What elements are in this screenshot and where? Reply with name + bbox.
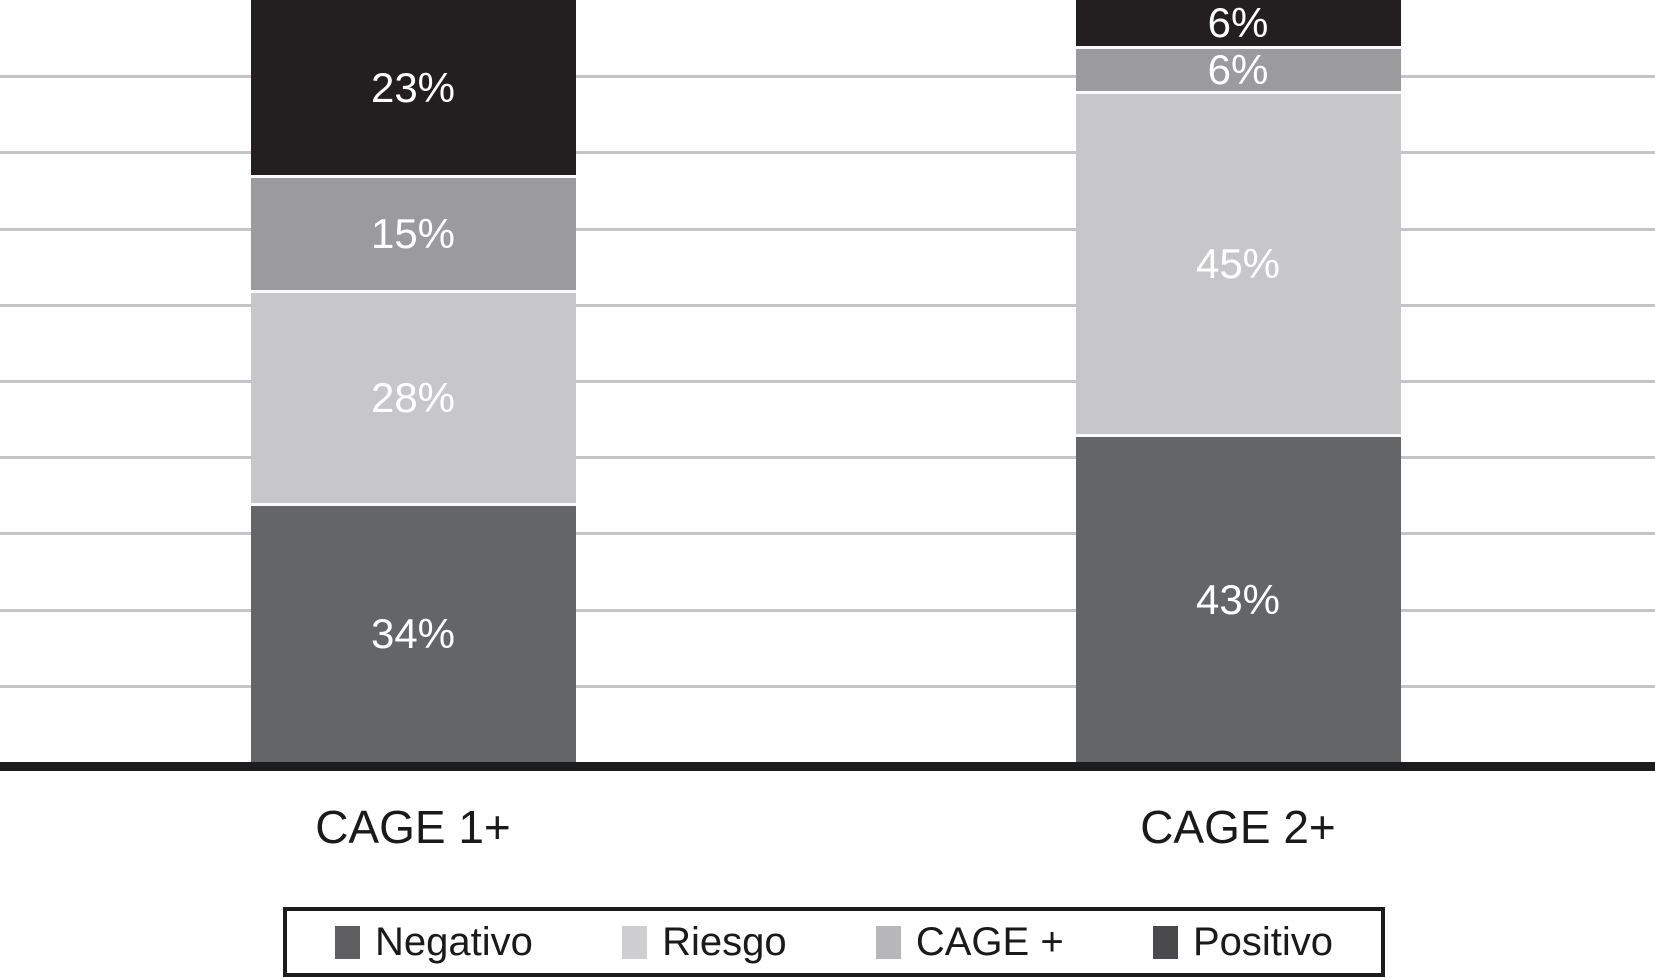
segment-cage-: 6%	[1075, 45, 1401, 94]
legend-label: Negativo	[375, 919, 533, 964]
gridline-70	[0, 227, 1655, 231]
segment-value-label: 23%	[370, 63, 456, 111]
gridline-40	[0, 456, 1655, 460]
segment-negativo: 34%	[250, 502, 576, 762]
segment-value-label: 43%	[1195, 575, 1281, 623]
legend-swatch-icon	[1152, 925, 1178, 959]
gridline-50	[0, 380, 1655, 383]
segment-riesgo: 28%	[250, 289, 576, 503]
segment-positivo: 6%	[1075, 0, 1401, 46]
legend-label: CAGE +	[915, 919, 1064, 964]
x-axis-line	[0, 762, 1655, 771]
segment-value-label: 34%	[370, 609, 456, 657]
legend-swatch-icon	[622, 925, 648, 959]
legend-item-cage-: CAGE +	[875, 919, 1064, 965]
category-label-cage-1-: CAGE 1+	[315, 801, 511, 853]
segment-riesgo: 45%	[1075, 91, 1401, 435]
gridline-10	[0, 684, 1655, 688]
bar-cage-1-: 23% 15% 28% 34%	[250, 0, 576, 762]
legend-label: Positivo	[1192, 919, 1333, 964]
gridline-20	[0, 608, 1655, 612]
gridline-80	[0, 151, 1655, 155]
category-label-cage-2-: CAGE 2+	[1140, 801, 1336, 853]
legend-item-positivo: Positivo	[1152, 919, 1333, 965]
segment-positivo: 23%	[250, 0, 576, 176]
gridline-90	[0, 75, 1655, 79]
bar-cage-2-: 6% 6% 45% 43%	[1075, 0, 1401, 762]
segment-value-label: 45%	[1195, 240, 1281, 288]
gridline-30	[0, 532, 1655, 536]
legend-swatch-icon	[335, 925, 360, 959]
legend-swatch-icon	[875, 925, 901, 959]
segment-cage-: 15%	[250, 175, 576, 290]
segment-value-label: 15%	[370, 209, 456, 257]
legend: Negativo Riesgo CAGE + Positivo	[283, 907, 1385, 977]
legend-label: Riesgo	[662, 919, 787, 964]
segment-value-label: 6%	[1207, 0, 1269, 46]
segment-value-label: 28%	[370, 373, 456, 421]
gridline-60	[0, 303, 1655, 307]
segment-value-label: 6%	[1207, 46, 1269, 94]
legend-item-negativo: Negativo	[335, 920, 533, 965]
segment-negativo: 43%	[1075, 434, 1401, 762]
legend-item-riesgo: Riesgo	[622, 920, 787, 965]
